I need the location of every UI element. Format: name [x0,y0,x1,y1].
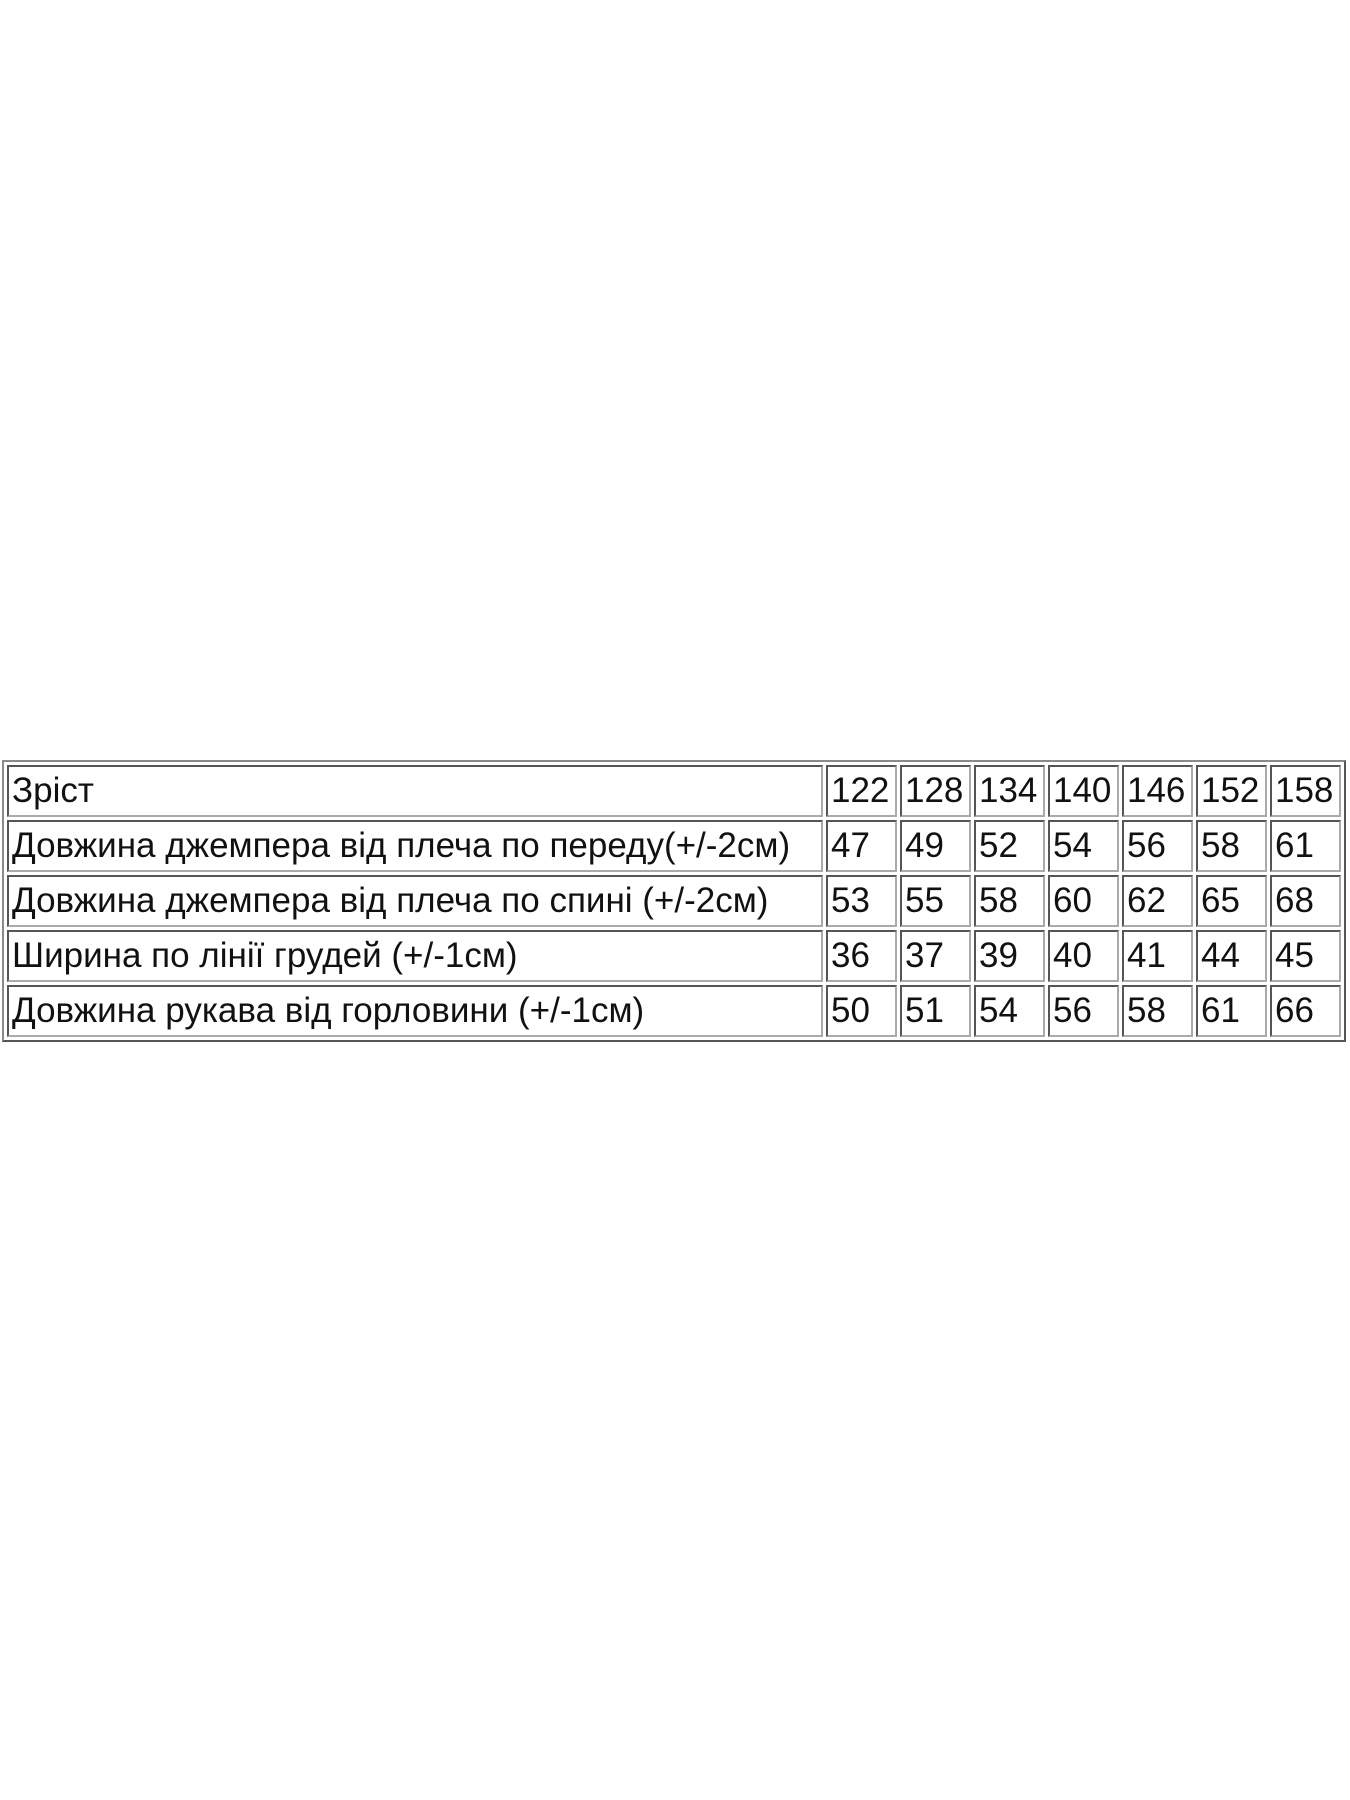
cell-value: 56 [1048,985,1119,1037]
cell-value: 58 [1122,985,1193,1037]
header-size: 128 [900,765,971,817]
cell-value: 65 [1196,875,1267,927]
cell-value: 41 [1122,930,1193,982]
cell-value: 39 [974,930,1045,982]
cell-value: 49 [900,820,971,872]
cell-value: 58 [974,875,1045,927]
table-row: Довжина джемпера від плеча по переду(+/-… [7,820,1341,872]
size-chart-table: Зріст 122 128 134 140 146 152 158 Довжин… [2,760,1346,1042]
cell-value: 55 [900,875,971,927]
cell-value: 54 [1048,820,1119,872]
header-size: 146 [1122,765,1193,817]
header-size: 158 [1270,765,1341,817]
cell-value: 53 [826,875,897,927]
cell-value: 61 [1270,820,1341,872]
row-label: Ширина по лінії грудей (+/-1см) [7,930,823,982]
cell-value: 68 [1270,875,1341,927]
cell-value: 56 [1122,820,1193,872]
cell-value: 37 [900,930,971,982]
header-label: Зріст [7,765,823,817]
row-label: Довжина джемпера від плеча по переду(+/-… [7,820,823,872]
cell-value: 66 [1270,985,1341,1037]
cell-value: 62 [1122,875,1193,927]
row-label: Довжина рукава від горловини (+/-1см) [7,985,823,1037]
cell-value: 60 [1048,875,1119,927]
header-size: 134 [974,765,1045,817]
table-row: Довжина рукава від горловини (+/-1см) 50… [7,985,1341,1037]
cell-value: 40 [1048,930,1119,982]
row-label: Довжина джемпера від плеча по спині (+/-… [7,875,823,927]
cell-value: 52 [974,820,1045,872]
cell-value: 50 [826,985,897,1037]
table-row: Ширина по лінії грудей (+/-1см) 36 37 39… [7,930,1341,982]
header-size: 152 [1196,765,1267,817]
cell-value: 44 [1196,930,1267,982]
header-size: 122 [826,765,897,817]
cell-value: 58 [1196,820,1267,872]
cell-value: 61 [1196,985,1267,1037]
table-row: Довжина джемпера від плеча по спині (+/-… [7,875,1341,927]
cell-value: 54 [974,985,1045,1037]
cell-value: 47 [826,820,897,872]
cell-value: 36 [826,930,897,982]
table-header-row: Зріст 122 128 134 140 146 152 158 [7,765,1341,817]
cell-value: 45 [1270,930,1341,982]
header-size: 140 [1048,765,1119,817]
cell-value: 51 [900,985,971,1037]
